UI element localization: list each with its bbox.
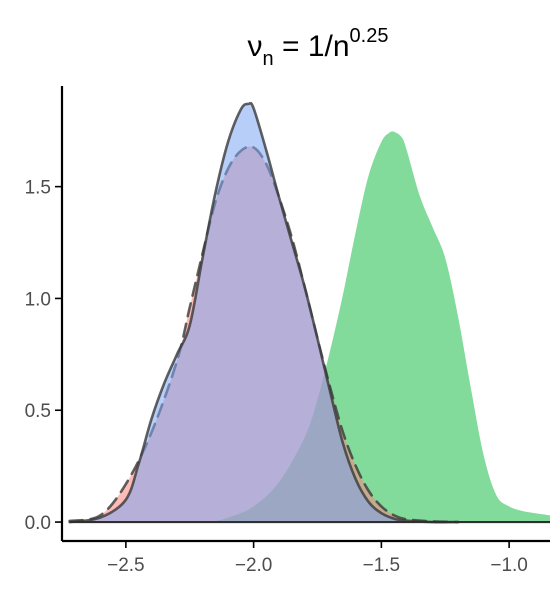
x-tick-label: −2.5 (107, 555, 145, 576)
density-outline-3 (68, 101, 460, 524)
y-tick-label: 1.5 (25, 178, 51, 199)
density-area-3 (69, 103, 459, 523)
x-tick-label: −1.5 (363, 555, 401, 576)
density-area-1 (210, 131, 550, 523)
y-tick-label: 0.5 (25, 401, 51, 422)
x-tick-label: −1.0 (490, 555, 528, 576)
chart-title: νn = 1/n0.25 (248, 25, 389, 70)
title-subscript: n (263, 48, 274, 70)
axis-layer: −2.5 −2.0 −1.5 −1.0 0.0 0.5 1.0 1.5 (25, 86, 550, 576)
x-tick-label: −2.0 (235, 555, 273, 576)
density-outline-2 (68, 145, 460, 524)
title-base: ν (248, 30, 263, 63)
title-superscript: 0.25 (350, 25, 389, 47)
y-tick-label: 0.0 (25, 513, 51, 534)
y-tick-label: 1.0 (25, 289, 51, 310)
title-middle: = 1/n (274, 30, 350, 63)
series-layer (68, 101, 550, 524)
